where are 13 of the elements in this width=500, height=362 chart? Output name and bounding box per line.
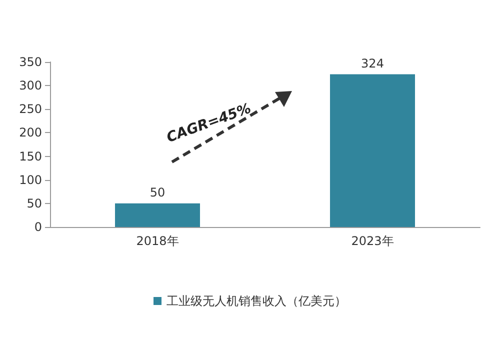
data-label: 324 [361, 56, 384, 70]
x-tick-label: 2018年 [136, 234, 179, 248]
y-tick-label: 200 [19, 126, 42, 140]
y-tick-label: 350 [19, 55, 42, 69]
legend-label: 工业级无人机销售收入（亿美元） [166, 294, 346, 308]
data-label: 50 [150, 185, 166, 200]
y-tick-label: 150 [19, 149, 42, 164]
y-tick-label: 0 [34, 220, 42, 234]
y-tick-label: 300 [19, 78, 42, 93]
y-tick-label: 100 [19, 172, 42, 187]
x-tick-label: 2023年 [351, 234, 394, 248]
y-tick-label: 250 [19, 102, 42, 116]
y-tick-label: 50 [26, 196, 42, 210]
